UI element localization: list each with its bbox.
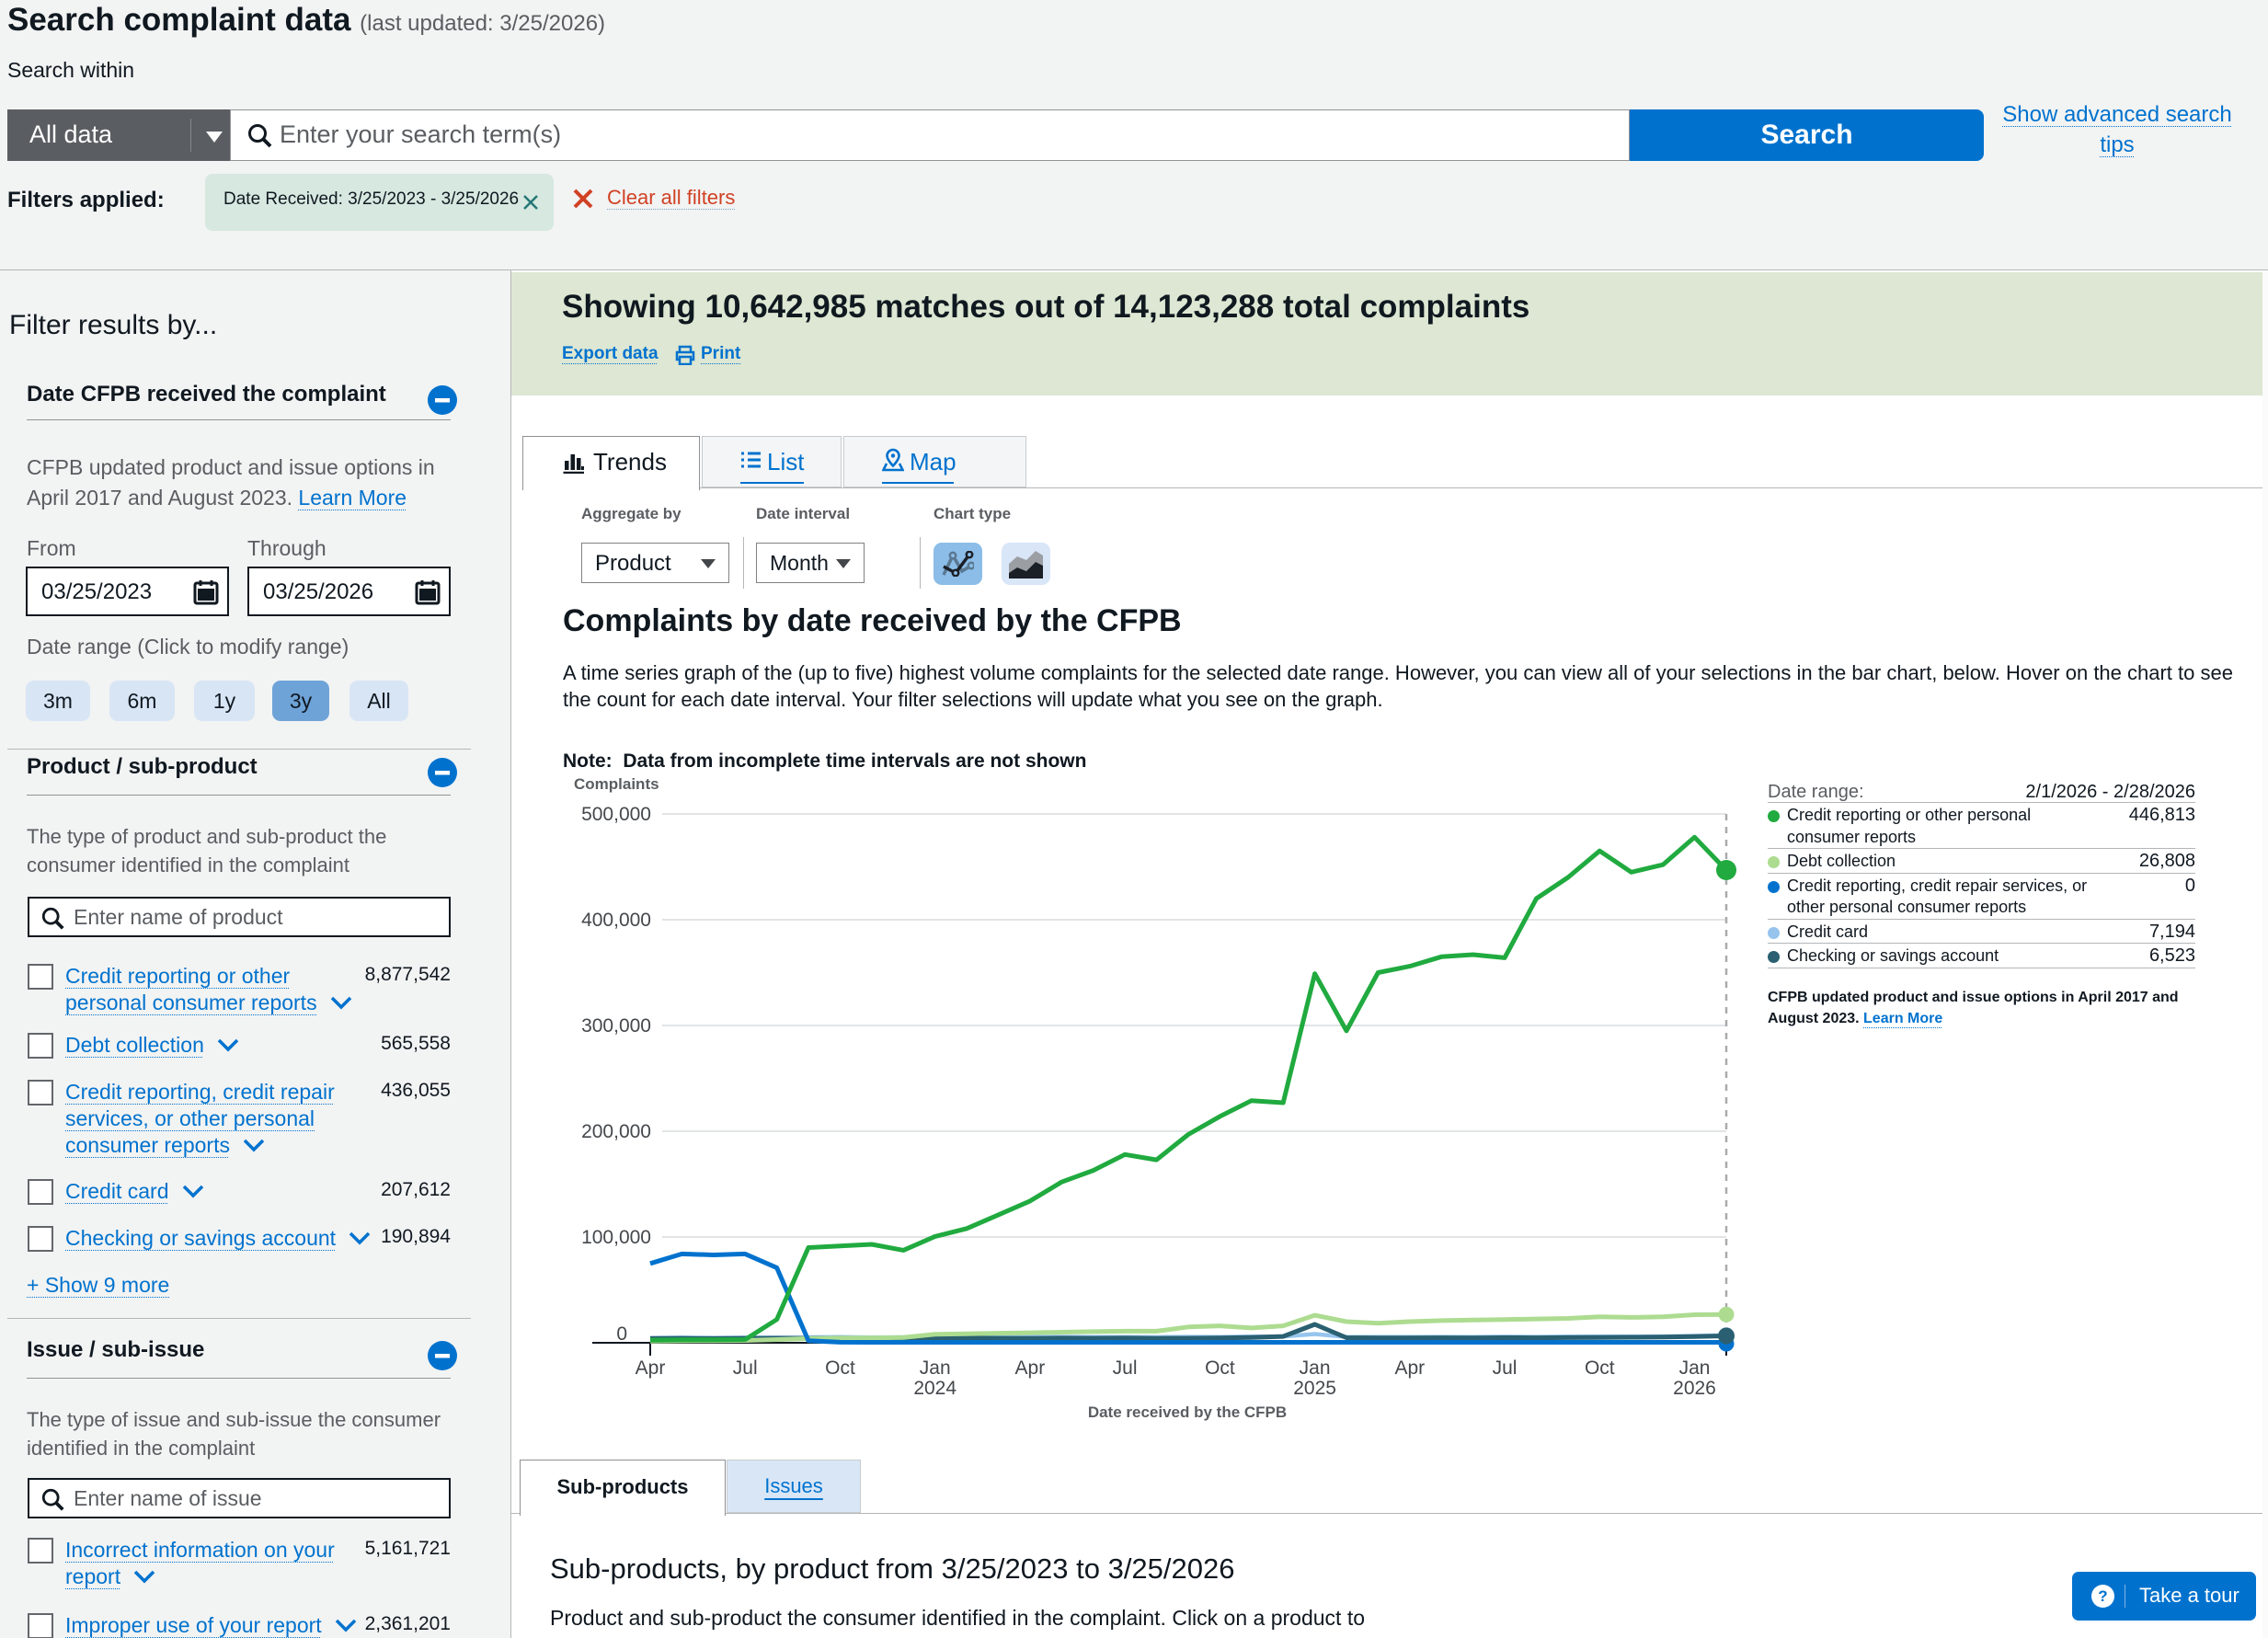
svg-text:Complaints: Complaints: [574, 775, 659, 793]
svg-text:Jan: Jan: [1300, 1357, 1331, 1379]
svg-text:300,000: 300,000: [581, 1015, 651, 1037]
svg-text:Jul: Jul: [1113, 1357, 1138, 1379]
svg-text:Jan: Jan: [920, 1357, 951, 1379]
svg-text:Apr: Apr: [1015, 1357, 1046, 1379]
svg-text:Apr: Apr: [636, 1357, 666, 1379]
svg-text:Oct: Oct: [1205, 1357, 1235, 1379]
svg-text:0: 0: [616, 1323, 627, 1345]
svg-text:400,000: 400,000: [581, 910, 651, 931]
svg-text:200,000: 200,000: [581, 1121, 651, 1142]
svg-text:Date received by the CFPB: Date received by the CFPB: [1088, 1403, 1287, 1421]
svg-text:Oct: Oct: [825, 1357, 855, 1379]
svg-text:2026: 2026: [1673, 1378, 1716, 1399]
svg-text:Oct: Oct: [1585, 1357, 1615, 1379]
svg-text:500,000: 500,000: [581, 804, 651, 825]
svg-text:Jul: Jul: [733, 1357, 758, 1379]
svg-text:Jan: Jan: [1679, 1357, 1711, 1379]
svg-text:Jul: Jul: [1493, 1357, 1518, 1379]
svg-text:2024: 2024: [913, 1378, 956, 1399]
svg-text:2025: 2025: [1293, 1378, 1336, 1399]
svg-text:100,000: 100,000: [581, 1227, 651, 1248]
svg-text:Apr: Apr: [1394, 1357, 1425, 1379]
svg-text:?: ?: [2098, 1587, 2107, 1605]
